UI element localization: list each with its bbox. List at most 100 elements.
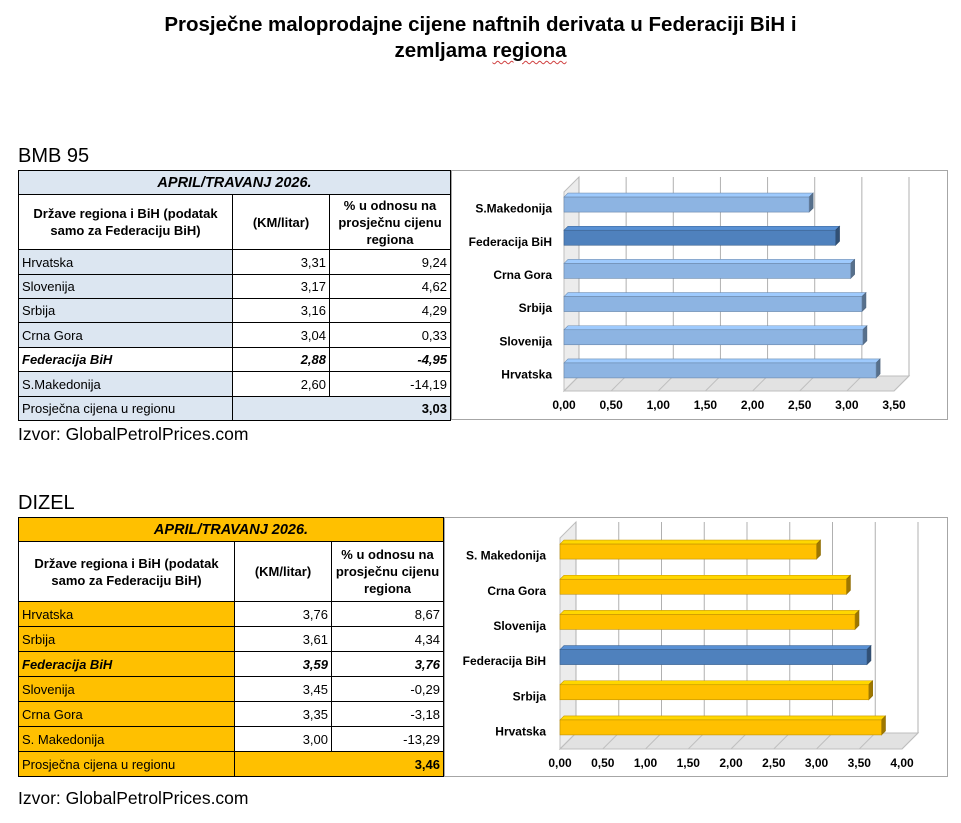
floor-gridline (846, 375, 863, 392)
bar (563, 329, 864, 346)
row-country: Crna Gora (18, 701, 235, 727)
bar-top (559, 539, 822, 545)
bar-top (563, 358, 881, 364)
title-line-2: zemljama regiona (0, 38, 961, 64)
bar-top (559, 645, 872, 650)
bar (563, 362, 877, 379)
row-price: 2,60 (232, 371, 330, 397)
bmb-price-table: APRIL/TRAVANJ 2026. Države regiona i BiH… (17, 170, 452, 421)
table-row: Srbija 3,61 4,34 (18, 626, 445, 652)
table-row: Slovenija 3,17 4,62 (18, 274, 452, 299)
floor-gridline (893, 375, 910, 392)
bar-top (559, 610, 860, 615)
row-price: 3,35 (234, 701, 332, 727)
source-note-dizel: Izvor: GlobalPetrolPrices.com (18, 788, 249, 808)
table-row: Slovenija 3,45 -0,29 (18, 676, 445, 702)
average-value: 3,03 (231, 396, 452, 421)
x-tick-label: 2,50 (762, 756, 786, 770)
row-pct: 0,33 (328, 322, 452, 348)
x-tick-label: 2,00 (741, 398, 765, 412)
category-label: Hrvatska (495, 724, 546, 738)
floor-gridline (799, 375, 816, 392)
x-tick-label: 0,00 (552, 398, 576, 412)
table-row: Crna Gora 3,04 0,33 (18, 322, 452, 348)
floor-gridline (858, 732, 876, 750)
row-country: S. Makedonija (18, 726, 235, 752)
row-price: 3,16 (232, 298, 330, 323)
row-price: 3,61 (234, 626, 332, 652)
bar-top (559, 680, 874, 686)
row-pct: -3,18 (330, 701, 445, 727)
bar-top (559, 715, 887, 721)
period-header: APRIL/TRAVANJ 2026. (17, 517, 445, 542)
x-tick-label: 0,00 (548, 756, 572, 770)
row-pct: 4,34 (330, 626, 445, 652)
category-label: Slovenija (499, 334, 552, 348)
x-tick-label: 3,00 (805, 756, 829, 770)
row-country: Srbija (18, 626, 235, 652)
x-tick-label: 3,50 (882, 398, 906, 412)
average-row: Prosječna cijena u regionu 3,03 (18, 396, 452, 421)
row-pct: 4,62 (328, 274, 452, 299)
title-line-1: Prosječne maloprodajne cijene naftnih de… (164, 13, 797, 36)
x-tick-label: 0,50 (591, 756, 615, 770)
table-row: Crna Gora 3,35 -3,18 (18, 701, 445, 727)
floor-gridline (610, 375, 627, 392)
row-pct: -4,95 (328, 347, 452, 372)
row-price: 3,31 (232, 249, 330, 275)
category-label: Federacija BiH (469, 235, 552, 249)
x-tick-label: 4,00 (890, 756, 914, 770)
average-value: 3,46 (233, 751, 445, 777)
x-tick-label: 1,50 (694, 398, 718, 412)
row-pct: 9,24 (328, 249, 452, 275)
average-label: Prosječna cijena u regionu (18, 751, 235, 777)
section-label-bmb: BMB 95 (18, 145, 90, 167)
table-row: Srbija 3,16 4,29 (18, 298, 452, 323)
x-tick-label: 3,50 (848, 756, 872, 770)
bar-top (563, 225, 841, 231)
bar (563, 229, 836, 246)
title-line-2a: zemljama (394, 39, 493, 62)
row-country: S.Makedonija (18, 371, 233, 397)
row-country: Federacija BiH (18, 347, 233, 372)
row-pct: -13,29 (330, 726, 445, 752)
category-label: S.Makedonija (475, 202, 552, 216)
row-country: Slovenija (18, 676, 235, 702)
bar (559, 578, 847, 595)
table-row: S. Makedonija 3,00 -13,29 (18, 726, 445, 752)
category-label: Hrvatska (501, 367, 552, 381)
category-label: Crna Gora (487, 584, 546, 598)
x-tick-label: 2,00 (719, 756, 743, 770)
x-tick-label: 0,50 (599, 398, 623, 412)
row-price: 3,04 (232, 322, 330, 348)
floor-gridline (752, 375, 768, 392)
floor-gridline (730, 732, 748, 750)
header-price: (KM/litar) (234, 541, 332, 602)
source-note-bmb: Izvor: GlobalPetrolPrices.com (18, 424, 249, 444)
bar-top (563, 259, 856, 264)
floor-gridline (657, 375, 674, 392)
bar (559, 684, 869, 701)
floor-gridline (901, 732, 919, 750)
row-country: Slovenija (18, 274, 233, 299)
bar-top (563, 325, 868, 331)
row-country: Hrvatska (18, 601, 235, 627)
row-price: 3,00 (234, 726, 332, 752)
row-country: Hrvatska (18, 249, 233, 275)
header-pct: % u odnosu na prosječnu cijenu regiona (330, 541, 445, 602)
bar (563, 196, 810, 213)
row-pct: 3,76 (330, 651, 445, 677)
page-title: Prosječne maloprodajne cijene naftnih de… (0, 12, 961, 64)
floor-gridline (563, 375, 580, 392)
row-pct: -14,19 (328, 371, 452, 397)
table-row-highlight: Federacija BiH 3,59 3,76 (18, 651, 445, 677)
bmb-bar-chart: 0,00 0,50 1,00 1,50 2,00 2,50 3,00 3,50 S.Makedo… (451, 170, 948, 420)
average-row: Prosječna cijena u regionu 3,46 (18, 751, 445, 777)
row-country: Srbija (18, 298, 233, 323)
row-price: 3,76 (234, 601, 332, 627)
row-price: 3,17 (232, 274, 330, 299)
row-country: Federacija BiH (18, 651, 235, 677)
bar (559, 614, 856, 630)
header-country: Države regiona i BiH (podatak samo za Fe… (18, 194, 233, 250)
row-price: 2,88 (232, 347, 330, 372)
